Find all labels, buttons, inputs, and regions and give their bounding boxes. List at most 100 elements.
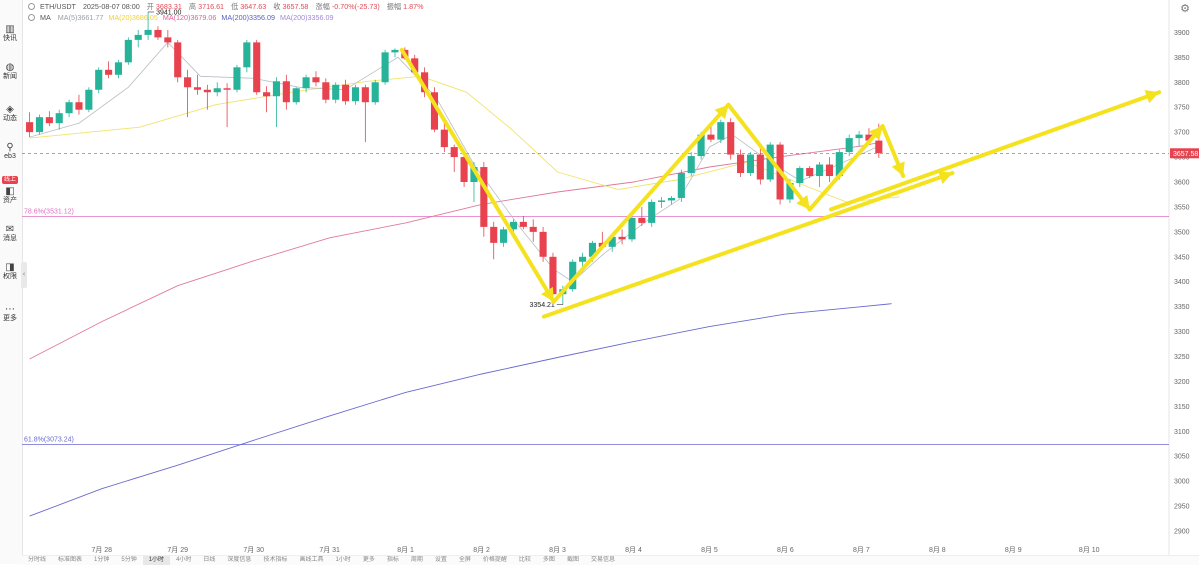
sidebar-item-web3[interactable]: ⚲ eb3 (0, 142, 20, 161)
toolbar-tab[interactable]: 多图 (542, 557, 555, 563)
news-icon: ◍ (5, 62, 15, 73)
permissions-icon: ◨ (5, 262, 15, 273)
sidebar-collapse-handle[interactable]: ‹ (21, 262, 27, 288)
candle-body (332, 84, 340, 100)
toolbar-tab[interactable]: 截图 (566, 557, 579, 563)
candle (75, 94, 83, 115)
candle (677, 169, 685, 202)
trend-arrow-line (399, 47, 556, 304)
y-tick-label: 3800 (1174, 80, 1190, 87)
candle-body (480, 167, 488, 227)
sidebar-item-assets[interactable]: ◧ 资产 (0, 186, 20, 205)
toolbar-tab[interactable]: 日线 (203, 557, 216, 563)
candle-body (539, 231, 547, 257)
toolbar-tab[interactable]: 画线工具 (299, 557, 324, 563)
trend-arrow-line (726, 102, 812, 212)
toolbar-tab[interactable]: 标准图表 (58, 557, 83, 563)
y-tick-label: 3200 (1174, 379, 1190, 386)
candle (569, 259, 577, 292)
candle-body (134, 34, 142, 40)
candle (855, 131, 863, 147)
chart-settings-icon[interactable]: ⚙ (1180, 3, 1190, 15)
candle (381, 49, 389, 85)
candle-body (351, 87, 360, 102)
sidebar-item-feed[interactable]: ◈ 动态 (0, 104, 20, 123)
candle-body (174, 42, 182, 78)
candle-body (855, 134, 863, 139)
candle (114, 59, 123, 79)
sidebar-item-messages[interactable]: ✉ 消息 (0, 224, 20, 243)
ma-legend-item: MA(20)3686.05 (108, 13, 158, 22)
toolbar-tab[interactable]: 更多 (362, 557, 375, 563)
toolbar-tab[interactable]: 指标 (386, 557, 399, 563)
toolbar-tab[interactable]: 1分钟 (94, 557, 110, 563)
candle (233, 64, 241, 93)
candle-body (213, 88, 221, 93)
y-tick-label: 2900 (1174, 529, 1190, 536)
ma-eye-icon[interactable] (28, 14, 35, 21)
toolbar-tab[interactable]: 交易信息 (590, 557, 615, 563)
candle-body (184, 77, 192, 88)
candle-body (361, 87, 369, 103)
toolbar-tab[interactable]: 周期 (410, 557, 423, 563)
candle (302, 74, 310, 93)
symbol-icon (28, 3, 35, 10)
candle-body (677, 173, 685, 198)
x-tick-label: 8月 3 (549, 546, 566, 554)
candle-body (825, 164, 834, 177)
candle-body (549, 256, 557, 295)
high-value: 3716.61 (198, 2, 225, 11)
candle-body (470, 167, 478, 182)
candle (727, 118, 735, 160)
candle (154, 26, 162, 40)
candle-body (440, 129, 448, 148)
y-tick-label: 3600 (1174, 180, 1190, 187)
sidebar-item-news-flash[interactable]: ▥ 快讯 (0, 24, 20, 43)
sidebar-item-permissions[interactable]: ◨ 权限 (0, 262, 20, 281)
candle (144, 11, 152, 40)
ma-title: MA (40, 13, 51, 22)
toolbar-tab[interactable]: 1小时 (142, 556, 171, 565)
candle (223, 83, 231, 128)
x-tick-label: 8月 9 (1005, 546, 1022, 554)
toolbar-tab[interactable]: 1小时 (335, 557, 351, 563)
trend-arrow-line (541, 171, 955, 319)
sidebar-item-label: 动态 (3, 115, 17, 122)
toolbar-tab[interactable]: 比较 (518, 557, 531, 563)
candle-body (243, 42, 251, 68)
toolbar-tab[interactable]: 全屏 (458, 557, 471, 563)
toolbar-tab[interactable]: 4小时 (176, 557, 192, 563)
candle-body (687, 156, 695, 174)
candle (480, 162, 488, 237)
y-tick-label: 3750 (1174, 105, 1190, 112)
candle (272, 77, 281, 128)
x-tick-label: 8月 2 (473, 546, 490, 554)
candle-body (233, 67, 241, 90)
open-label: 开 (146, 2, 154, 11)
y-tick-label: 3850 (1174, 55, 1190, 62)
toolbar-tab[interactable]: 技术指标 (263, 557, 288, 563)
x-tick-label: 7月 31 (319, 546, 340, 554)
candle-body (766, 144, 774, 180)
candle-body (737, 154, 745, 174)
candle (845, 134, 853, 157)
trend-arrow-head (714, 104, 729, 120)
toolbar-tab[interactable]: 深度信息 (227, 557, 252, 563)
candle-body (411, 58, 419, 73)
candle (351, 84, 360, 105)
y-tick-label: 3250 (1174, 354, 1190, 361)
y-tick-label: 3150 (1174, 404, 1190, 411)
toolbar-tab[interactable]: 分时线 (28, 557, 47, 563)
y-tick-label: 2950 (1174, 504, 1190, 511)
x-tick-label: 8月 7 (853, 546, 870, 554)
toolbar-tab[interactable]: 设置 (434, 557, 447, 563)
toolbar-tab[interactable]: 5分钟 (121, 557, 137, 563)
candle-body (658, 200, 666, 202)
toolbar-tab[interactable]: 价格提醒 (482, 557, 507, 563)
trend-arrow-head (868, 126, 883, 141)
candle (766, 142, 774, 182)
sidebar-item-news[interactable]: ◍ 新闻 (0, 62, 20, 81)
sidebar-item-more[interactable]: ⋯ 更多 (0, 304, 20, 323)
ma-legend-item: MA(5)3661.77 (57, 13, 104, 22)
